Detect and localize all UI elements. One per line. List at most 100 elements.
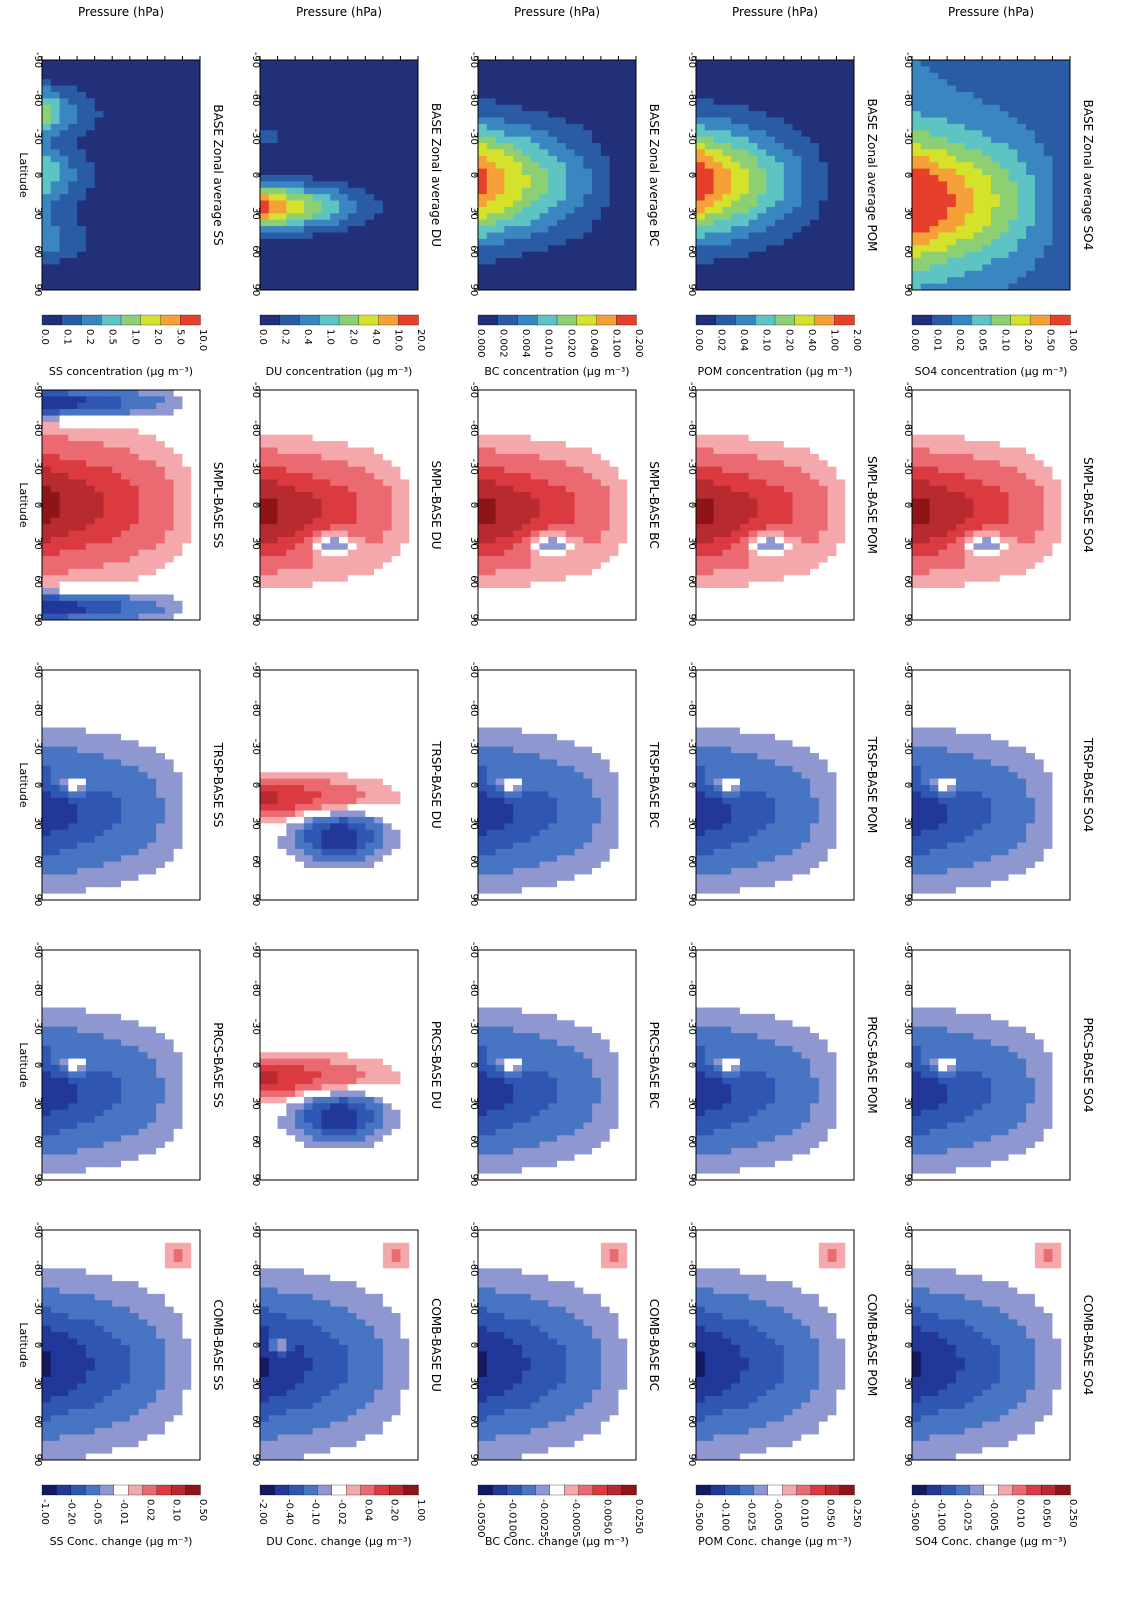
heatmap-cell	[77, 162, 87, 170]
heatmap-cell	[731, 562, 741, 570]
heatmap-cell	[929, 498, 939, 506]
heatmap-cell	[1052, 123, 1062, 131]
heatmap-cell	[330, 181, 340, 189]
heatmap-cell	[713, 588, 723, 595]
heatmap-cell	[792, 607, 802, 615]
heatmap-cell	[920, 466, 931, 474]
heatmap-cell	[845, 194, 855, 202]
heatmap-cell	[766, 447, 776, 455]
heatmap-cell	[722, 390, 732, 397]
heatmap-cell	[156, 79, 166, 87]
heatmap-cell	[77, 98, 87, 106]
heatmap-cell	[973, 245, 983, 253]
heatmap-cell	[827, 232, 837, 240]
heatmap-cell	[713, 219, 723, 227]
heatmap-cell	[286, 232, 296, 240]
heatmap-cell	[1034, 588, 1045, 595]
heatmap-cell	[748, 162, 758, 170]
heatmap-cell	[810, 460, 820, 468]
heatmap-cell	[191, 155, 201, 163]
heatmap-cell	[286, 130, 296, 138]
heatmap-cell	[347, 264, 358, 272]
heatmap-cell	[356, 136, 366, 144]
heatmap-cell	[268, 283, 279, 291]
heatmap-cell	[173, 238, 183, 246]
heatmap-cell	[1034, 562, 1045, 570]
heatmap-cell	[85, 111, 96, 118]
heatmap-cell	[147, 219, 157, 227]
heatmap-cell	[374, 91, 384, 99]
heatmap-cell	[991, 447, 1001, 455]
heatmap-cell	[757, 85, 767, 93]
heatmap-cell	[156, 232, 166, 240]
heatmap-cell	[783, 213, 794, 221]
heatmap-cell	[574, 415, 584, 423]
heatmap-cell	[513, 91, 523, 99]
heatmap-cell	[539, 66, 549, 74]
heatmap-cell	[583, 136, 593, 144]
heatmap-cell	[583, 238, 593, 246]
heatmap-cell	[42, 98, 52, 106]
heatmap-cell	[121, 143, 131, 150]
heatmap-cell	[1052, 409, 1062, 417]
heatmap-cell	[792, 511, 802, 519]
heatmap-cell	[929, 219, 939, 227]
heatmap-cell	[827, 600, 837, 608]
heatmap-cell	[504, 117, 514, 125]
heatmap-cell	[565, 206, 576, 214]
heatmap-cell	[164, 66, 175, 74]
heatmap-cell	[1017, 524, 1027, 532]
heatmap-cell	[609, 447, 619, 455]
heatmap-cell	[766, 568, 776, 576]
heatmap-cell	[775, 390, 785, 397]
heatmap-cell	[783, 130, 794, 138]
heatmap-cell	[938, 492, 948, 500]
heatmap-cell	[766, 562, 776, 570]
heatmap-cell	[748, 283, 758, 291]
heatmap-cell	[147, 226, 157, 233]
heatmap-cell	[713, 556, 723, 563]
heatmap-cell	[609, 402, 619, 410]
heatmap-cell	[495, 162, 505, 170]
heatmap-cell	[521, 111, 532, 118]
heatmap-cell	[565, 79, 576, 87]
heatmap-cell	[312, 60, 322, 67]
heatmap-cell	[1043, 238, 1053, 246]
heatmap-cell	[947, 505, 957, 512]
heatmap-cell	[121, 91, 131, 99]
heatmap-cell	[156, 168, 166, 176]
heatmap-cell	[836, 473, 846, 480]
heatmap-cell	[609, 283, 619, 291]
heatmap-cell	[103, 85, 113, 93]
heatmap-cell	[530, 155, 540, 163]
heatmap-cell	[286, 213, 296, 221]
heatmap-cell	[955, 524, 966, 532]
heatmap-cell	[592, 283, 602, 291]
heatmap-cell	[627, 213, 637, 221]
heatmap-cell	[618, 72, 628, 80]
heatmap-cell	[409, 130, 419, 138]
heatmap-cell	[973, 607, 983, 615]
heatmap-cell	[947, 594, 957, 602]
heatmap-cell	[783, 415, 794, 423]
heatmap-cell	[277, 219, 287, 227]
heatmap-cell	[618, 441, 628, 448]
heatmap-cell	[277, 91, 287, 99]
heatmap-cell	[565, 143, 576, 150]
heatmap-cell	[748, 238, 758, 246]
heatmap-cell	[557, 104, 567, 112]
heatmap-cell	[748, 575, 758, 583]
latitude-tick-label: 0	[902, 502, 913, 508]
heatmap-cell	[947, 575, 957, 583]
heatmap-cell	[539, 466, 549, 474]
heatmap-cell	[164, 270, 175, 278]
heatmap-cell	[1008, 130, 1018, 138]
heatmap-cell	[1061, 568, 1071, 576]
heatmap-cell	[696, 213, 706, 221]
heatmap-cell	[696, 492, 706, 500]
heatmap-cell	[42, 264, 52, 272]
heatmap-cell	[1061, 149, 1071, 157]
heatmap-cell	[1034, 505, 1045, 512]
heatmap-cell	[920, 277, 931, 285]
heatmap-cell	[704, 409, 715, 417]
